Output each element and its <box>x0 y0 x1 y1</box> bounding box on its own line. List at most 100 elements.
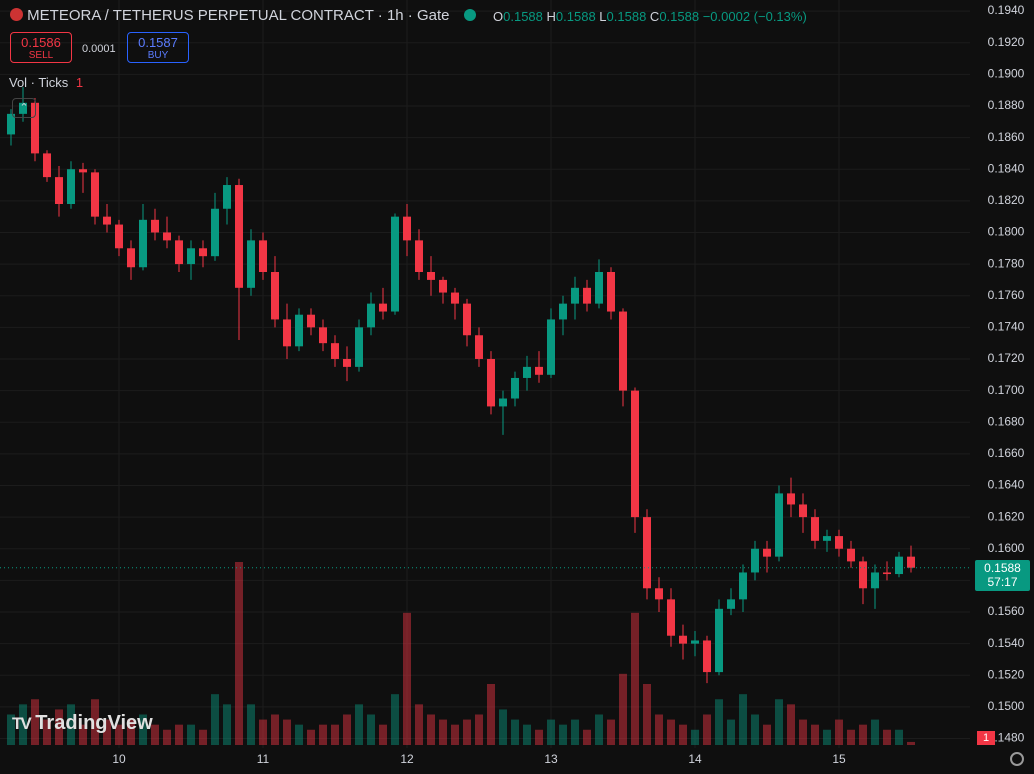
candle-body <box>463 303 471 336</box>
symbol-title: METEORA / TETHERUS PERPETUAL CONTRACT · … <box>27 7 450 24</box>
last-volume-label: 1 <box>977 731 995 745</box>
volume-bar <box>415 704 423 745</box>
volume-bar <box>235 562 243 745</box>
candle-body <box>859 561 867 589</box>
volume-bar <box>907 741 915 745</box>
candle-body <box>871 572 879 589</box>
candle-body <box>55 177 63 204</box>
candle-body <box>727 599 735 609</box>
last-price: 0.1588 <box>984 561 1021 575</box>
candle-body <box>91 172 99 217</box>
volume-bar <box>295 724 303 745</box>
candle-body <box>355 327 363 367</box>
candle-body <box>535 366 543 375</box>
volume-legend-value: 1 <box>75 75 84 90</box>
candle-body <box>751 548 759 573</box>
candle-body <box>379 303 387 312</box>
candle-body <box>499 398 507 407</box>
volume-bar <box>475 714 483 745</box>
sell-button[interactable]: 0.1586 SELL <box>10 32 72 63</box>
candle-body <box>223 185 231 209</box>
volume-bar <box>607 719 615 745</box>
volume-bar <box>499 709 507 745</box>
candle-body <box>487 358 495 407</box>
volume-bar <box>43 719 51 745</box>
volume-bar <box>583 729 591 745</box>
candle-body <box>283 319 291 347</box>
volume-bar <box>619 673 627 745</box>
y-tick-label: 0.1540 <box>988 636 1025 650</box>
header: METEORA / TETHERUS PERPETUAL CONTRACT · … <box>10 7 476 24</box>
candle-body <box>403 216 411 241</box>
volume-bar <box>703 714 711 745</box>
o-value: 0.1588 <box>503 9 543 24</box>
volume-bar <box>259 719 267 745</box>
y-tick-label: 0.1900 <box>988 66 1025 80</box>
volume-bar <box>271 714 279 745</box>
candle-body <box>151 219 159 233</box>
candle-body <box>31 102 39 154</box>
y-tick-label: 0.1740 <box>988 320 1025 334</box>
y-tick-label: 0.1800 <box>988 225 1025 239</box>
y-tick-label: 0.1880 <box>988 98 1025 112</box>
candle-body <box>631 390 639 518</box>
candle-body <box>607 272 615 312</box>
candle-body <box>235 185 243 288</box>
logo-text: TradingView <box>35 712 153 734</box>
volume-legend: Vol · Ticks 1 <box>9 75 83 90</box>
volume-bar <box>763 724 771 745</box>
candle-body <box>163 232 171 241</box>
candle-body <box>175 240 183 265</box>
candle-body <box>667 599 675 636</box>
buy-price: 0.1587 <box>138 35 178 50</box>
candle-body <box>211 208 219 257</box>
volume-bar <box>115 724 123 745</box>
o-label: O <box>493 9 504 24</box>
candle-body <box>295 314 303 347</box>
y-tick-label: 0.1680 <box>988 414 1025 428</box>
settings-icon[interactable] <box>1010 752 1024 766</box>
y-tick-label: 0.1520 <box>988 667 1025 681</box>
candle-body <box>523 366 531 378</box>
logo: TV TradingView <box>12 712 153 735</box>
y-tick-label: 0.1560 <box>988 604 1025 618</box>
candle-body <box>427 272 435 280</box>
volume-bar <box>223 704 231 745</box>
candle-body <box>451 292 459 304</box>
volume-bar <box>283 719 291 745</box>
spread: 0.0001 <box>82 43 116 55</box>
candle-body <box>67 169 75 204</box>
volume-bar <box>451 724 459 745</box>
candle-body <box>907 556 915 568</box>
candle-body <box>691 640 699 644</box>
volume-bar <box>487 684 495 745</box>
candle-body <box>595 272 603 304</box>
volume-bar <box>19 704 27 745</box>
volume-bar <box>67 704 75 745</box>
status-dot <box>463 9 476 21</box>
candle-body <box>559 303 567 320</box>
countdown: 57:17 <box>987 575 1018 589</box>
candle-body <box>547 319 555 375</box>
candle-body <box>619 311 627 391</box>
buy-label: BUY <box>147 50 169 61</box>
candle-body <box>439 279 447 293</box>
buy-button[interactable]: 0.1587 BUY <box>127 32 189 63</box>
ohlc-values: O0.1588 H0.1588 L0.1588 C0.1588 −0.0002 … <box>493 9 807 24</box>
volume-bar <box>727 719 735 745</box>
volume-bar <box>775 699 783 745</box>
candle-body <box>139 219 147 268</box>
volume-bar <box>331 724 339 745</box>
collapse-button[interactable]: ⌃ <box>12 98 36 118</box>
candle-body <box>643 517 651 589</box>
sell-price: 0.1586 <box>21 35 61 50</box>
c-value: 0.1588 <box>659 9 700 24</box>
candle-body <box>847 548 855 562</box>
x-tick-label: 12 <box>400 752 414 766</box>
candle-body <box>823 536 831 541</box>
y-tick-label: 0.1600 <box>988 541 1025 555</box>
candle-body <box>391 216 399 312</box>
candle-body <box>307 314 315 328</box>
volume-bar <box>787 704 795 745</box>
volume-bar <box>427 714 435 745</box>
